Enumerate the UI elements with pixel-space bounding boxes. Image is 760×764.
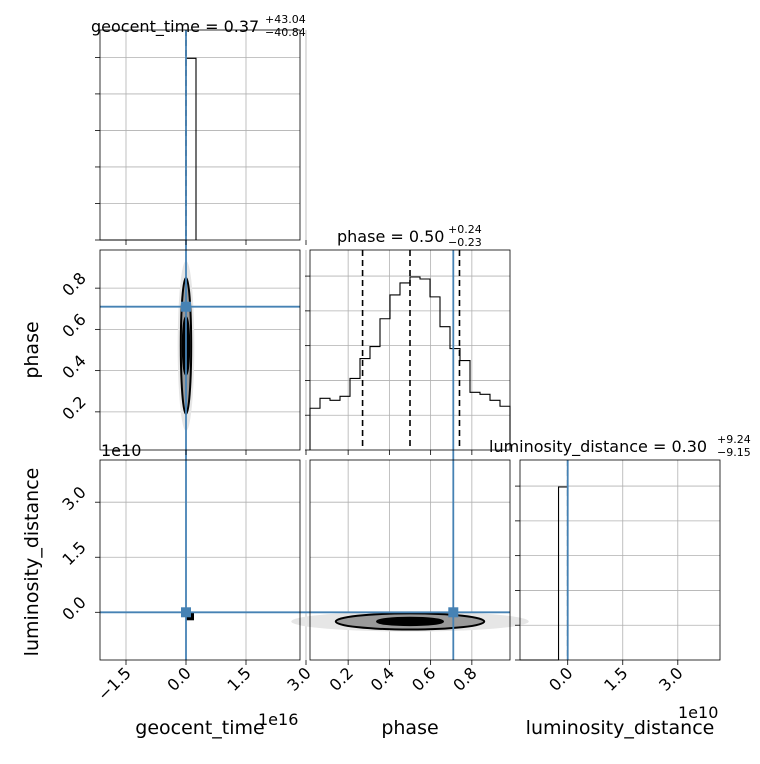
- contour-inner-distance-phase: [376, 616, 444, 627]
- x-tick-label: 0.4: [367, 663, 398, 694]
- frame-layer: [99, 29, 721, 661]
- x-tick-label: 1.5: [600, 663, 631, 694]
- x-tick-label: 0.0: [163, 663, 194, 694]
- x-tick-label: 0.6: [408, 663, 439, 694]
- offset-geocent-time-x: 1e16: [258, 710, 298, 729]
- hist-luminosity_distance: [520, 486, 569, 661]
- truth-marker: [448, 607, 459, 618]
- hist-geocent_time: [100, 57, 197, 241]
- panel-frame-2-0: [99, 459, 301, 661]
- x-tick-label: 3.0: [655, 663, 686, 694]
- content-layer: [100, 30, 569, 661]
- ylabel-luminosity-distance: luminosity_distance: [21, 468, 43, 657]
- y-tick-label: 0.4: [58, 351, 89, 382]
- title-luminosity-distance: luminosity_distance = 0.30: [489, 437, 707, 457]
- offset-luminosity-distance-y: 1e10: [101, 441, 141, 460]
- title-luminosity-distance-minus: −9.15: [717, 446, 751, 459]
- title-phase: phase = 0.50: [337, 227, 444, 246]
- x-tick-label: 0.0: [545, 663, 576, 694]
- panel-frame-1-1: [309, 249, 511, 451]
- ylabel-phase: phase: [21, 321, 43, 378]
- xlabel-luminosity-distance: luminosity_distance: [526, 717, 715, 739]
- y-tick-label: 3.0: [58, 483, 89, 514]
- title-phase-plus: +0.24: [448, 223, 482, 236]
- truth-marker: [181, 607, 191, 618]
- offset-luminosity-distance-x: 1e10: [678, 703, 718, 722]
- title-geocent-time: geocent_time = 0.37: [91, 17, 259, 37]
- y-tick-label: 0.2: [58, 392, 89, 423]
- hist-phase: [309, 276, 511, 450]
- xlabel-geocent-time: geocent_time: [135, 717, 264, 739]
- truth-marker: [181, 301, 191, 312]
- x-tick-label: −1.5: [94, 663, 135, 704]
- x-tick-label: 3.0: [283, 663, 314, 694]
- title-geocent-time-minus: −40.84: [265, 26, 306, 39]
- y-tick-label: 0.0: [58, 593, 89, 624]
- panel-frame-2-2: [519, 459, 721, 661]
- tick-layer: 0.2 0.4 0.6 0.8 −1.5 0.0 1.5 3.0 0.0 1.5 3.0 0.2 0.4…: [58, 56, 687, 704]
- y-tick-label: 1.5: [58, 538, 89, 569]
- panel-frame-1-0: [99, 249, 301, 451]
- title-geocent-time-plus: +43.04: [265, 13, 306, 26]
- title-phase-minus: −0.23: [448, 236, 482, 249]
- x-tick-label: 0.8: [449, 663, 480, 694]
- panel-frame-0-0: [99, 29, 301, 241]
- y-tick-label: 0.8: [58, 269, 89, 300]
- y-tick-label: 0.6: [58, 310, 89, 341]
- panel-frame-2-1: [309, 459, 511, 661]
- x-tick-label: 0.2: [326, 663, 357, 694]
- x-tick-label: 1.5: [223, 663, 254, 694]
- title-luminosity-distance-plus: +9.24: [717, 433, 751, 446]
- xlabel-phase: phase: [381, 717, 438, 739]
